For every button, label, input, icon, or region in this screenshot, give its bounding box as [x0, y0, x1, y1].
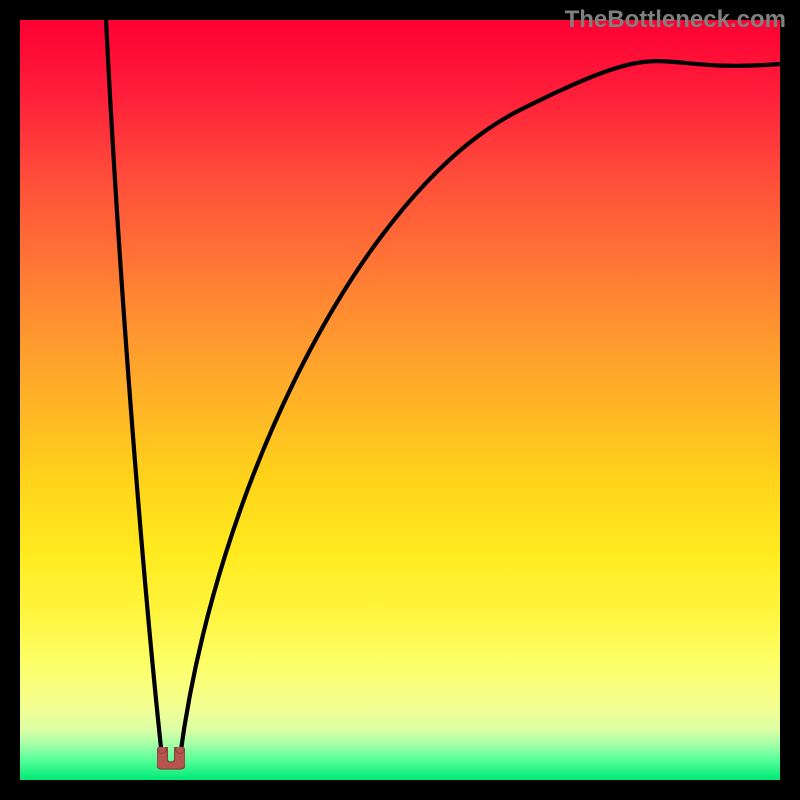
plot-area	[20, 20, 780, 780]
chart-container: TheBottleneck.com	[0, 0, 800, 800]
curve-layer	[20, 20, 780, 780]
watermark-text: TheBottleneck.com	[565, 6, 786, 34]
bottom-bump	[157, 747, 185, 773]
